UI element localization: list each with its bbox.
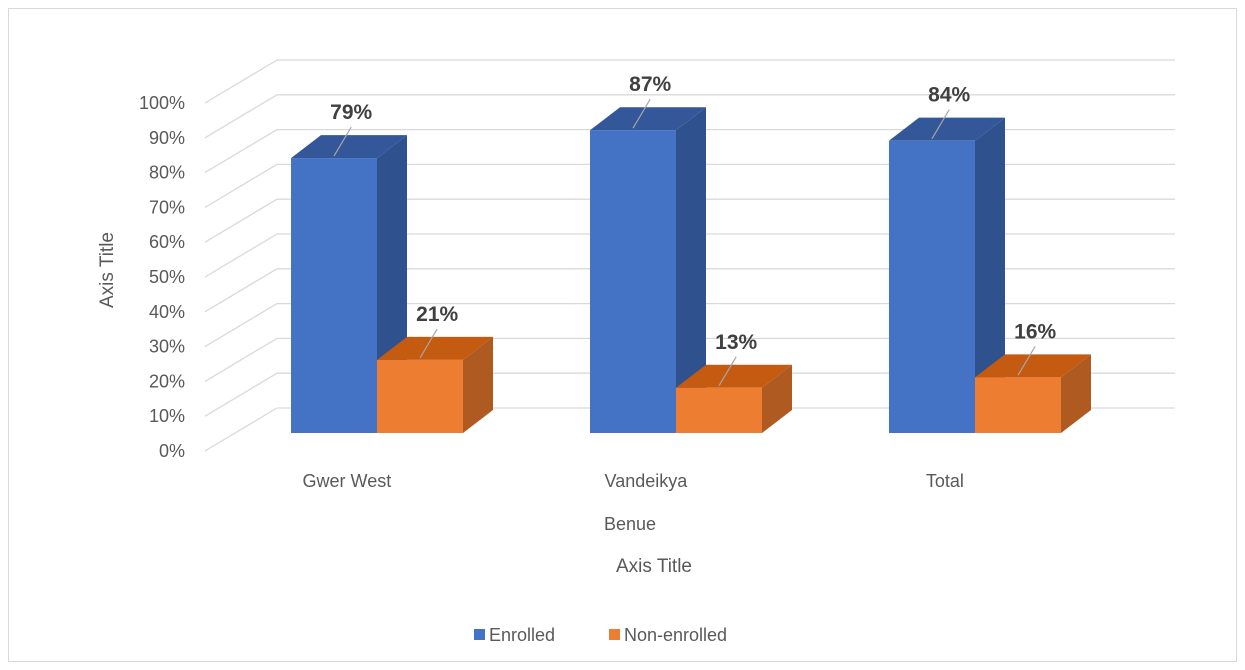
x-category-label: Total <box>926 471 964 491</box>
bar-front <box>590 130 676 434</box>
data-label: 79% <box>330 101 372 124</box>
bar-top <box>676 364 792 388</box>
bar-top <box>590 107 706 131</box>
legend-swatch-enrolled <box>474 629 485 640</box>
data-label: 13% <box>715 331 757 354</box>
bar-front <box>975 377 1061 433</box>
bar-non-enrolled-vandeikya <box>676 364 792 433</box>
data-labels: 79% 21% 87% 13% 84% 16% <box>330 73 1057 387</box>
y-axis-ticks: 0% 10% 20% 30% 40% 50% 60% 70% 80% 90% 100% <box>139 93 185 461</box>
bar-top <box>377 336 493 360</box>
bar-enrolled-vandeikya <box>590 107 706 434</box>
legend-label-enrolled: Enrolled <box>489 625 555 645</box>
bar-side <box>676 107 706 434</box>
data-label: 21% <box>416 303 458 326</box>
x-axis-group-label: Benue <box>604 514 656 534</box>
bar-side <box>1061 354 1091 433</box>
bar-non-enrolled-total <box>975 354 1091 433</box>
y-tick-label: 70% <box>149 197 185 217</box>
label-leader-line <box>333 126 352 157</box>
bar-front <box>291 158 377 433</box>
gridline-wall <box>204 372 278 417</box>
y-tick-label: 90% <box>149 128 185 148</box>
data-label: 87% <box>629 73 671 96</box>
y-tick-label: 50% <box>149 267 185 287</box>
gridline-wall <box>204 94 278 139</box>
gridlines <box>204 59 1175 452</box>
gridline-wall <box>204 268 278 313</box>
legend: Enrolled Non-enrolled <box>474 625 727 645</box>
gridline-wall <box>204 303 278 348</box>
gridline-wall <box>204 129 278 174</box>
legend-swatch-non-enrolled <box>609 629 620 640</box>
bar-enrolled-gwer-west <box>291 135 407 433</box>
bar-side <box>975 117 1005 434</box>
gridline-wall <box>204 407 278 452</box>
legend-label-non-enrolled: Non-enrolled <box>624 625 727 645</box>
y-tick-label: 80% <box>149 163 185 183</box>
x-axis-categories: Gwer West Vandeikya Total <box>303 471 964 491</box>
x-category-label: Gwer West <box>303 471 392 491</box>
y-tick-label: 100% <box>139 93 185 113</box>
bars <box>291 107 1091 434</box>
bar-front <box>676 387 762 433</box>
bar-side <box>762 364 792 433</box>
y-tick-label: 40% <box>149 302 185 322</box>
gridline-wall <box>204 337 278 382</box>
bar-enrolled-total <box>889 117 1005 434</box>
data-label: 84% <box>928 84 970 107</box>
bar-side <box>463 336 493 433</box>
y-tick-label: 30% <box>149 337 185 357</box>
gridline-wall <box>204 198 278 243</box>
gridline-wall <box>204 59 278 104</box>
x-axis-title: Axis Title <box>616 556 692 577</box>
label-leader-line <box>419 328 438 359</box>
bar-top <box>889 117 1005 141</box>
data-label: 16% <box>1014 320 1056 343</box>
gridline-wall <box>204 233 278 278</box>
y-tick-label: 10% <box>149 406 185 426</box>
bar-front <box>889 140 975 433</box>
label-leader-line <box>931 109 950 139</box>
label-leader-line <box>718 356 737 387</box>
x-category-label: Vandeikya <box>605 471 689 491</box>
y-axis-title: Axis Title <box>97 232 118 308</box>
y-tick-label: 20% <box>149 371 185 391</box>
gridline-wall <box>204 163 278 208</box>
label-leader-line <box>1017 346 1036 376</box>
bar-top <box>291 135 407 159</box>
y-tick-label: 60% <box>149 232 185 252</box>
label-leader-line <box>632 98 651 129</box>
bar-non-enrolled-gwer-west <box>377 336 493 433</box>
bar-front <box>377 359 463 433</box>
y-tick-label: 0% <box>159 441 185 461</box>
bar-top <box>975 354 1091 378</box>
